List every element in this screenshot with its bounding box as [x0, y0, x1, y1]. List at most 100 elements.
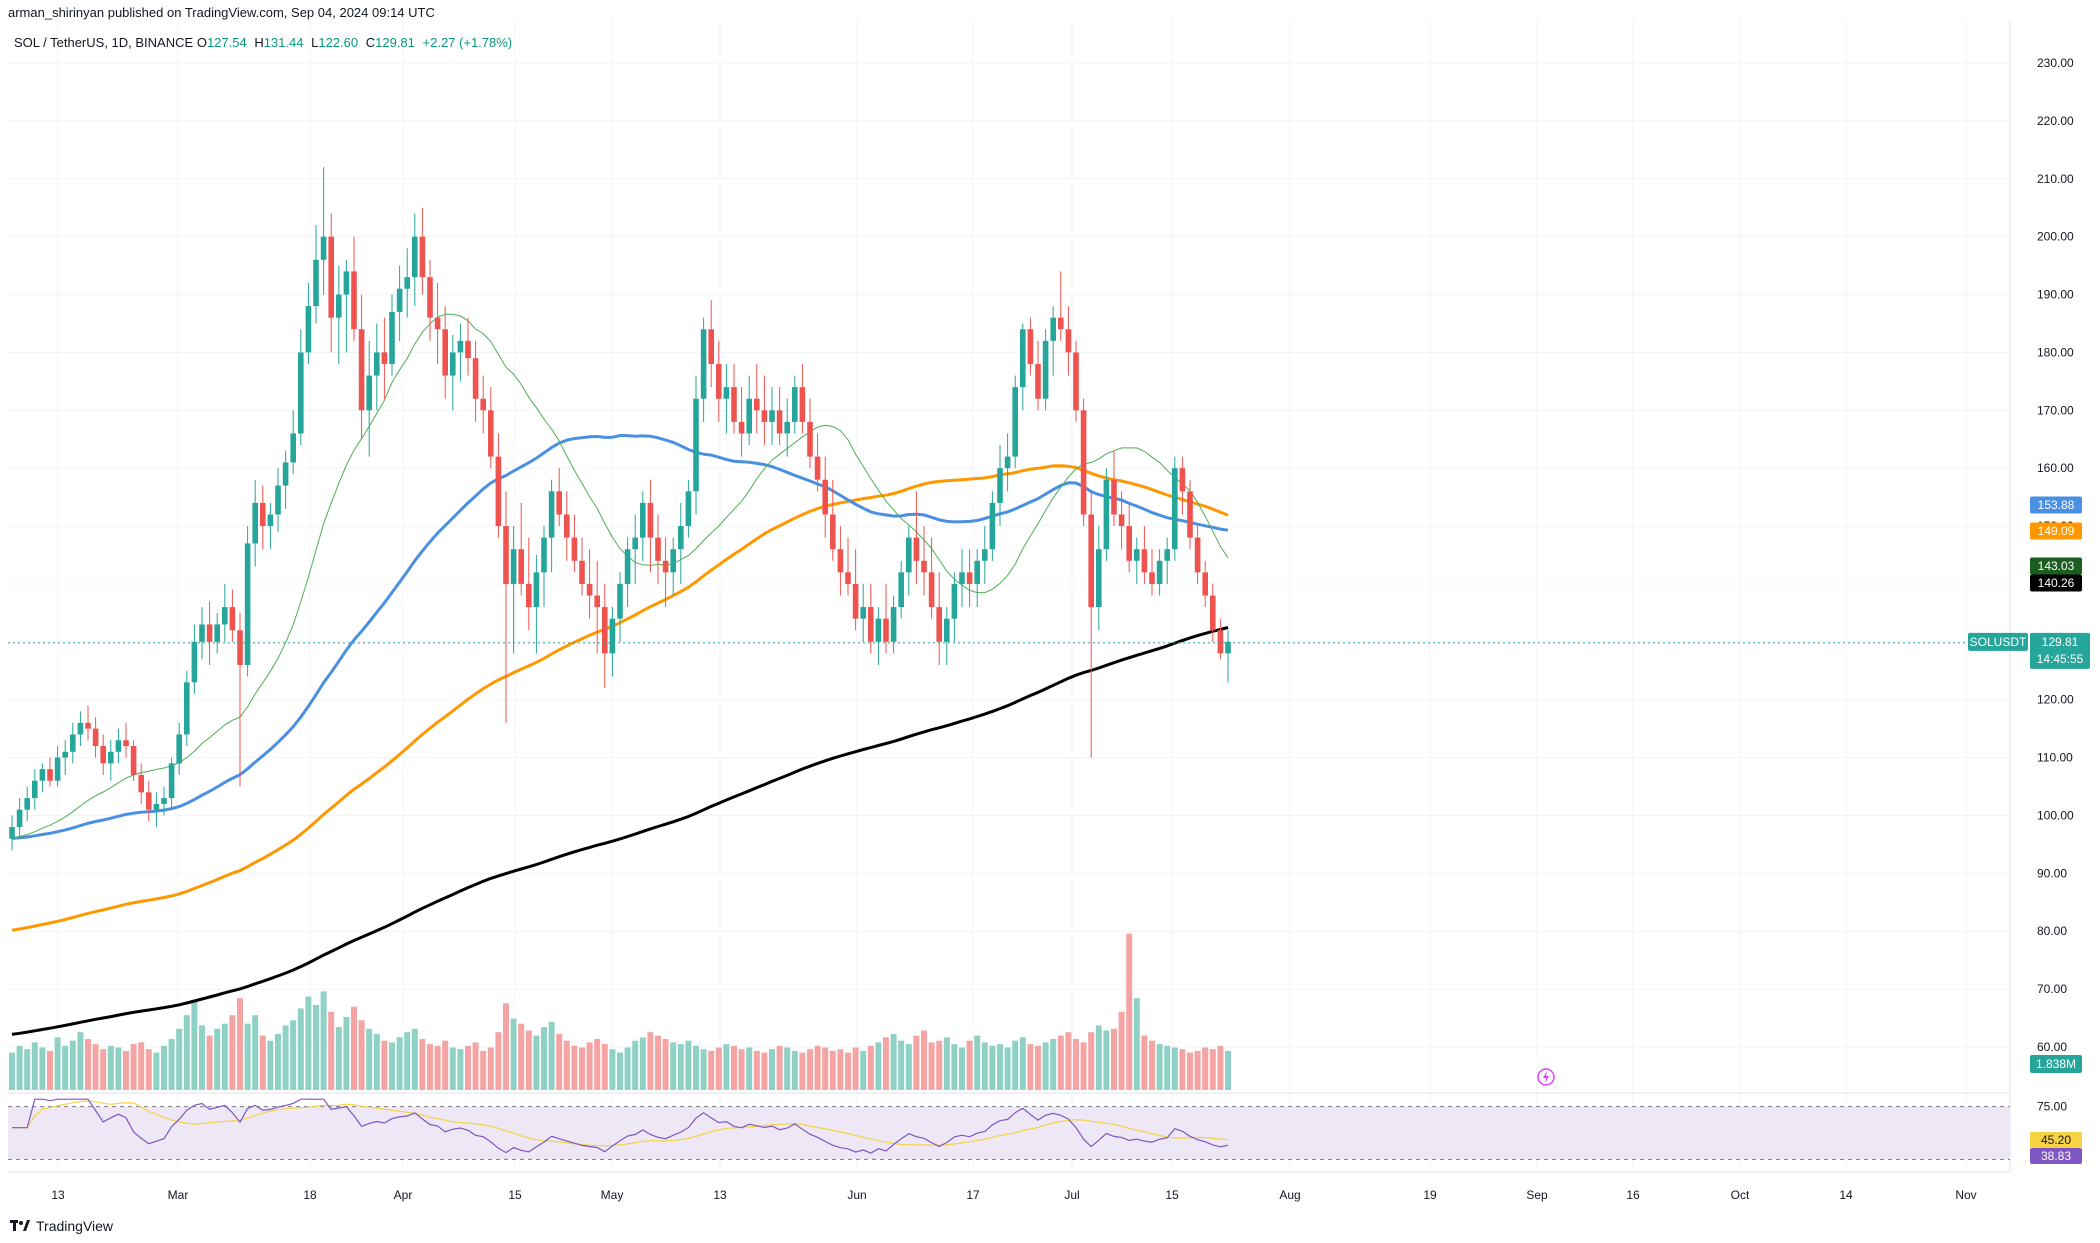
candle-body	[282, 462, 289, 486]
volume-bar	[594, 1039, 601, 1090]
candle-body	[396, 288, 403, 312]
time-tick-label: 18	[303, 1188, 317, 1202]
candle-body	[875, 618, 882, 642]
candle-body	[465, 340, 471, 359]
volume-bar	[731, 1045, 737, 1090]
volume-bar	[753, 1050, 760, 1090]
volume-bar	[852, 1047, 859, 1090]
volume-bar	[282, 1025, 289, 1090]
volume-bar	[738, 1049, 745, 1090]
rsi-level-label: 75.00	[2037, 1100, 2067, 1114]
countdown-label: 14:45:55	[2037, 652, 2084, 666]
candle-body	[708, 329, 714, 364]
candle-body	[1187, 491, 1193, 538]
rsi-band	[8, 1106, 2010, 1160]
volume-bar	[275, 1033, 281, 1090]
candle-body	[807, 421, 813, 457]
candle-body	[640, 502, 646, 538]
time-tick-label: 13	[713, 1188, 727, 1202]
volume-tag-label: 1.838M	[2036, 1057, 2076, 1071]
low-value: 122.60	[318, 35, 359, 50]
volume-bar	[1194, 1050, 1201, 1090]
candle-body	[229, 607, 236, 631]
candle-body	[214, 624, 220, 642]
candle-body	[898, 572, 904, 608]
candle-body	[404, 277, 410, 289]
volume-bar	[655, 1035, 661, 1090]
candle-body	[944, 618, 950, 642]
ma-100-line	[11, 464, 1229, 932]
volume-bar	[252, 1015, 259, 1090]
candle-body	[609, 618, 616, 654]
time-axis[interactable]: 13 Mar 18 Apr 15 May 13 Jun 17 Jul 15 Aug 19 Sep 16 Oct…	[51, 1188, 1976, 1202]
candle-body	[1035, 363, 1041, 399]
volume-bar	[936, 1040, 943, 1090]
price-tick-label: 160.00	[2037, 461, 2074, 475]
candle-body	[16, 809, 23, 828]
volume-bar	[168, 1039, 175, 1090]
candle-body	[868, 607, 874, 642]
volume-bar	[1042, 1042, 1049, 1090]
open-value: 127.54	[206, 35, 247, 50]
candle-body	[814, 456, 821, 480]
volume-bar	[16, 1045, 23, 1090]
candle-body	[966, 572, 973, 584]
volume-bar	[883, 1037, 889, 1090]
tradingview-brand[interactable]: TradingView	[10, 1218, 113, 1234]
volume-bar	[533, 1035, 540, 1090]
volume-bar	[898, 1040, 905, 1090]
candle-body	[336, 294, 342, 318]
ma-price-tag-label: 149.09	[2038, 524, 2075, 538]
candle-body	[526, 583, 532, 608]
volume-bar	[130, 1044, 137, 1090]
ma-50-line	[11, 433, 1229, 840]
volume-bar	[1126, 933, 1133, 1090]
price-axis[interactable]: 230.00 220.00 210.00 200.00 190.00 180.00 170.…	[2037, 56, 2074, 1166]
volume-bar	[1164, 1045, 1171, 1090]
volume-bar	[123, 1050, 129, 1090]
volume-bar	[1004, 1047, 1011, 1090]
candle-body	[776, 410, 783, 434]
volume-bar	[708, 1050, 715, 1090]
volume-bar	[1202, 1047, 1209, 1090]
candle-body	[883, 618, 889, 642]
rsi-value-tag	[2030, 1132, 2082, 1148]
candle-body	[1103, 479, 1110, 550]
candle-body	[450, 352, 456, 376]
candle-body	[928, 572, 935, 608]
rsi-line	[12, 1098, 1229, 1154]
candle-body	[533, 572, 540, 608]
candle-body	[351, 271, 357, 330]
candle-body	[108, 751, 114, 764]
ma-price-tag	[2030, 574, 2082, 592]
time-tick-label: 19	[1423, 1188, 1437, 1202]
candle-body	[275, 485, 281, 515]
candle-body	[662, 560, 669, 573]
candle-body	[267, 514, 274, 527]
candle-body	[974, 560, 980, 584]
ma-price-tag	[2030, 557, 2082, 575]
volume-bar	[715, 1047, 722, 1090]
volume-bar	[685, 1040, 692, 1090]
volume-bar	[579, 1047, 585, 1090]
volume-bar	[769, 1049, 775, 1090]
moving-averages	[11, 313, 1229, 1036]
volume-bar	[100, 1049, 107, 1090]
volume-bar	[39, 1047, 46, 1090]
price-tags: 153.88 149.09 143.03 140.26 SOLUSDT 129.81 14:…	[1537, 496, 2090, 1164]
close-label: C	[365, 35, 376, 50]
candle-body	[845, 572, 851, 584]
last-price-tag	[2030, 632, 2090, 669]
candle-body	[913, 537, 920, 561]
volume-bar	[115, 1047, 122, 1090]
volume-bar	[518, 1023, 525, 1090]
volume-bar	[1027, 1044, 1034, 1090]
lightning-icon	[1537, 1068, 1555, 1086]
candle-body	[1065, 329, 1072, 353]
volume-bar	[693, 1045, 699, 1090]
candle-body	[374, 352, 380, 376]
volume-bar	[1088, 1032, 1095, 1090]
volume-bar	[138, 1042, 145, 1090]
candle-body	[564, 514, 570, 538]
